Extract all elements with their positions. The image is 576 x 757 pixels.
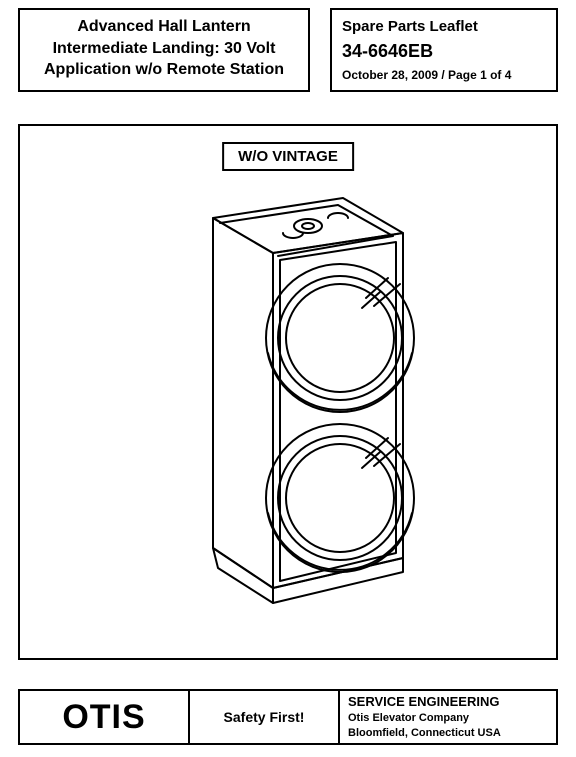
lantern-drawing (118, 188, 458, 648)
date-page: October 28, 2009 / Page 1 of 4 (342, 68, 546, 82)
footer-row: OTIS Safety First! SERVICE ENGINEERING O… (18, 689, 558, 745)
document-title: Advanced Hall Lantern Intermediate Landi… (44, 18, 284, 78)
vintage-label: W/O VINTAGE (222, 142, 354, 171)
brand-logo: OTIS (20, 691, 190, 743)
figure-box: W/O VINTAGE (18, 124, 558, 660)
safety-slogan: Safety First! (190, 691, 340, 743)
company-name: Otis Elevator Company (348, 711, 548, 726)
service-heading: SERVICE ENGINEERING (348, 693, 548, 711)
part-number: 34-6646EB (342, 41, 546, 62)
company-address: Bloomfield, Connecticut USA (348, 726, 548, 741)
document-title-box: Advanced Hall Lantern Intermediate Landi… (18, 8, 310, 92)
leaflet-info-box: Spare Parts Leaflet 34-6646EB October 28… (330, 8, 558, 92)
leaflet-label: Spare Parts Leaflet (342, 18, 546, 35)
header-row: Advanced Hall Lantern Intermediate Landi… (0, 0, 576, 92)
service-info: SERVICE ENGINEERING Otis Elevator Compan… (340, 691, 556, 743)
